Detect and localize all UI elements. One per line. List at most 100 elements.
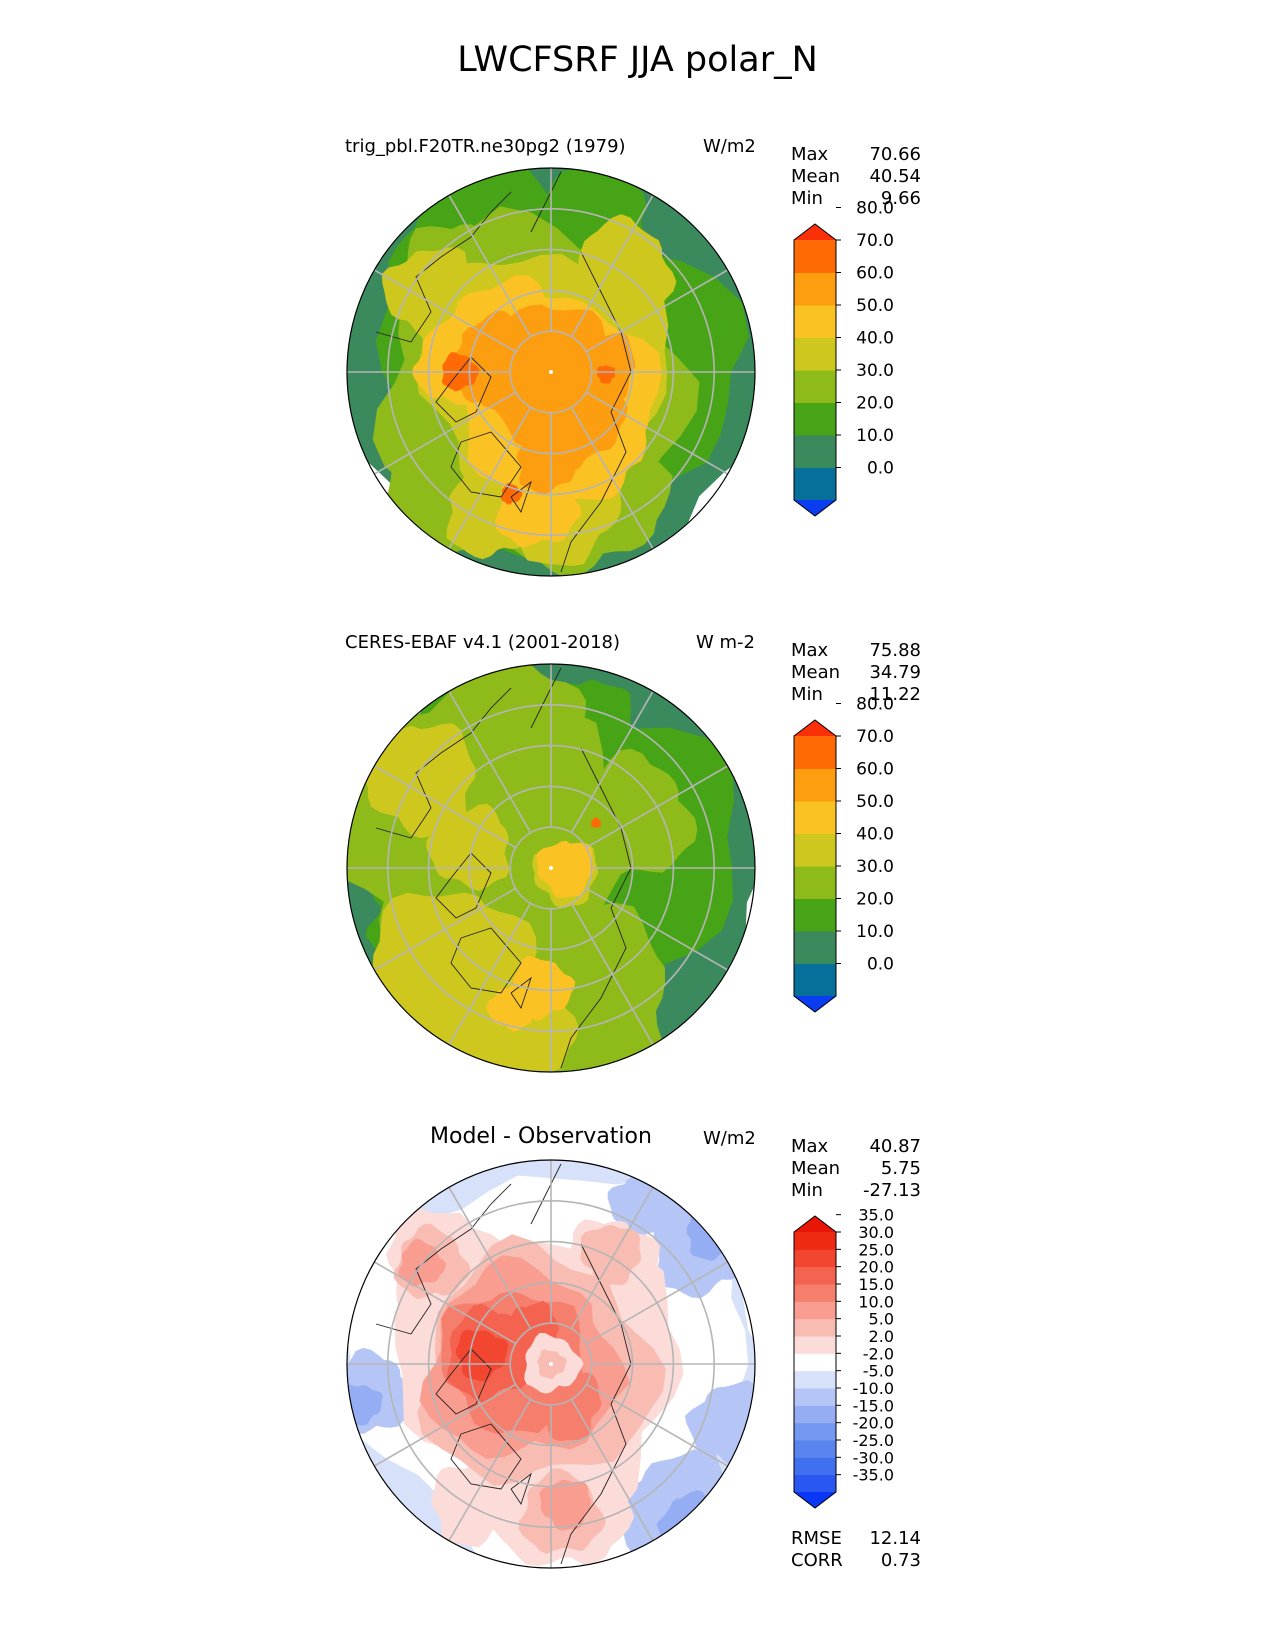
panel-1-title: trig_pbl.F20TR.ne30pg2 (1979) xyxy=(345,136,626,157)
stat-label: Max xyxy=(791,144,829,165)
meridian-line xyxy=(373,765,517,849)
stat-value: 75.88 xyxy=(869,640,921,661)
meridian-line xyxy=(570,690,654,834)
colorbar-extend-min xyxy=(794,500,836,516)
panel-3-title: Model - Observation xyxy=(430,1124,652,1149)
colorbar-bin xyxy=(794,467,836,501)
colorbar-tick-label: 40.0 xyxy=(856,825,894,845)
rmse-value: 12.14 xyxy=(869,1528,921,1549)
panel-3-stats: Max 40.87 Mean 5.75 Min -27.13 xyxy=(791,1136,921,1202)
colorbar-bin xyxy=(794,370,836,403)
panel-2-colorbar: 0.0 10.0 20.0 30.0 40.0 50.0 60.0 70.0 80.0 xyxy=(793,695,894,1013)
panel-1-units: W/m2 xyxy=(703,136,756,157)
contour-region xyxy=(607,1174,671,1237)
colorbar-tick-label: -35.0 xyxy=(853,1466,894,1485)
contour-region xyxy=(536,840,595,898)
panel-3-colorbar: -35.0-30.0-25.0-20.0-15.0-10.0-5.0-2.02.… xyxy=(793,1206,894,1509)
coastline xyxy=(450,1423,522,1490)
colorbar-bin xyxy=(794,866,836,899)
colorbar-tick-label: 70.0 xyxy=(856,727,894,747)
colorbar-bin xyxy=(794,1405,836,1424)
contour-region xyxy=(426,803,510,891)
coastline xyxy=(530,1163,562,1225)
coastline xyxy=(510,1472,532,1506)
contour-region xyxy=(580,1224,642,1286)
colorbar-bin xyxy=(794,1422,836,1441)
colorbar-bin xyxy=(794,1318,836,1337)
colorbar-extend-max xyxy=(794,720,836,736)
stat-value: 5.75 xyxy=(880,1158,921,1179)
stat-label: Max xyxy=(791,640,829,661)
meridian-line xyxy=(373,391,517,475)
colorbar-tick-label: -30.0 xyxy=(853,1448,894,1467)
panel-3-polar-map xyxy=(346,1159,756,1569)
coastline xyxy=(450,431,522,498)
graticule xyxy=(347,664,755,1072)
coastline xyxy=(560,1243,632,1565)
corr-value: 0.73 xyxy=(880,1550,921,1571)
stat-label: Min xyxy=(791,1180,823,1201)
meridian-line xyxy=(585,269,729,353)
colorbar-tick-label: 10.0 xyxy=(858,1292,894,1311)
meridian-line xyxy=(373,1261,517,1345)
colorbar-tick-label: -5.0 xyxy=(863,1362,894,1381)
colorbar-tick-label: 30.0 xyxy=(858,1223,894,1242)
colorbar-tick-label: 10.0 xyxy=(856,922,894,942)
rmse-label: RMSE xyxy=(791,1528,842,1549)
colorbar-tick-label: 50.0 xyxy=(856,792,894,812)
panel-2-stats: Max 75.88 Mean 34.79 Min 11.22 xyxy=(791,640,921,706)
colorbar-bin xyxy=(794,1440,836,1458)
colorbar-tick-label: 60.0 xyxy=(856,264,894,284)
meridian-line xyxy=(448,1398,532,1542)
panel-2-units: W m-2 xyxy=(696,632,756,653)
colorbar-tick-label: 30.0 xyxy=(856,361,894,381)
stat-value: 40.87 xyxy=(869,1136,921,1157)
colorbar-bin xyxy=(794,1284,836,1302)
meridian-line xyxy=(373,887,517,971)
stat-value: 11.22 xyxy=(869,684,921,705)
colorbar-tick-label: 5.0 xyxy=(869,1310,894,1329)
coastline xyxy=(375,1183,512,1335)
map-boundary xyxy=(346,167,756,577)
panel-2-title: CERES-EBAF v4.1 (2001-2018) xyxy=(345,632,621,653)
meridian-line xyxy=(585,391,729,475)
meridian-line xyxy=(585,1383,729,1467)
stat-label: Mean xyxy=(791,166,841,187)
graticule xyxy=(347,1160,755,1568)
coastlines xyxy=(375,1163,632,1565)
contour-region xyxy=(567,214,677,320)
colorbar-bin xyxy=(794,1388,836,1406)
north-pole-marker xyxy=(549,1362,553,1366)
colorbar-tick-label: 80.0 xyxy=(856,199,894,219)
colorbar-tick-label: 20.0 xyxy=(856,394,894,414)
panel-1-stats: Max 70.66 Mean 40.54 Min 9.66 xyxy=(791,144,921,210)
meridian-line xyxy=(373,269,517,353)
contour-region xyxy=(597,365,616,384)
contour-region xyxy=(359,723,476,839)
meridian-line xyxy=(585,1261,729,1345)
colorbar-tick-label: 30.0 xyxy=(856,857,894,877)
colorbar-tick-label: 2.0 xyxy=(869,1327,894,1346)
colorbar-bin xyxy=(794,963,836,997)
colorbar-bin xyxy=(794,801,836,834)
coastline xyxy=(510,976,532,1010)
colorbar-bin xyxy=(794,240,836,273)
colorbar-bin xyxy=(794,898,836,932)
colorbar-bin xyxy=(794,1353,836,1372)
meridian-line xyxy=(585,887,729,971)
colorbar-outline xyxy=(793,719,837,1013)
colorbar-bin xyxy=(794,305,836,338)
contour-region xyxy=(516,430,581,494)
corr-label: CORR xyxy=(791,1550,843,1571)
meridian-line xyxy=(570,902,654,1046)
stat-value: 9.66 xyxy=(880,188,921,209)
colorbar-tick-label: 70.0 xyxy=(856,231,894,251)
meridian-line xyxy=(570,194,654,338)
colorbar-tick-label: 50.0 xyxy=(856,296,894,316)
meridian-line xyxy=(570,406,654,550)
stat-label: Mean xyxy=(791,662,841,683)
colorbar-tick-label: 15.0 xyxy=(858,1275,894,1294)
colorbar-tick-label: 60.0 xyxy=(856,760,894,780)
colorbar-bin xyxy=(794,931,836,964)
colorbar-tick-label: -15.0 xyxy=(853,1396,894,1415)
